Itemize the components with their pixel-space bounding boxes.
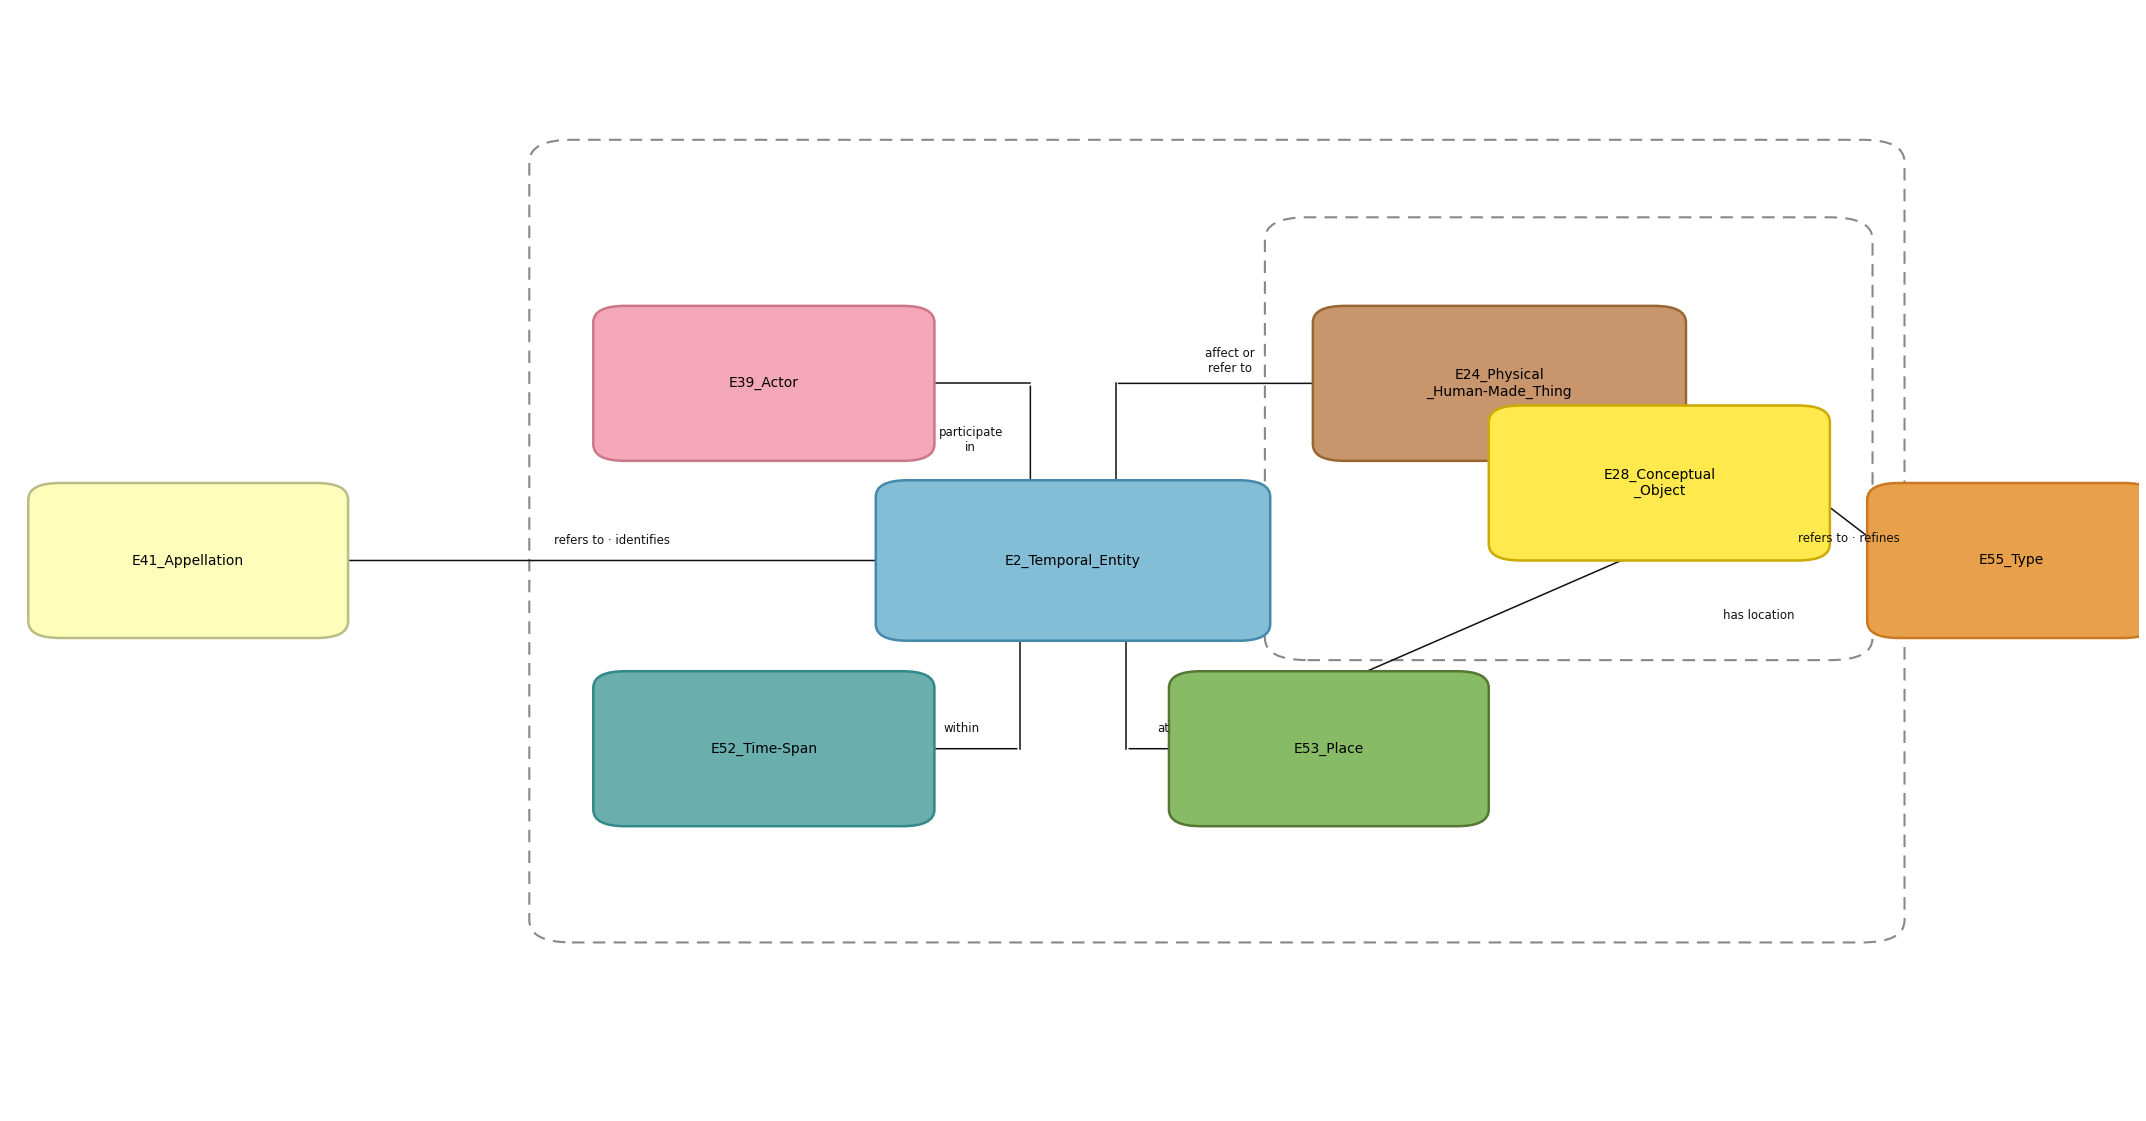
FancyBboxPatch shape xyxy=(1489,406,1831,560)
Text: E41_Appellation: E41_Appellation xyxy=(133,554,245,567)
FancyBboxPatch shape xyxy=(1867,483,2146,638)
Text: refers to · identifies: refers to · identifies xyxy=(554,534,670,547)
FancyBboxPatch shape xyxy=(1170,671,1489,826)
FancyBboxPatch shape xyxy=(876,480,1270,641)
FancyBboxPatch shape xyxy=(28,483,348,638)
Text: within: within xyxy=(942,722,979,735)
FancyBboxPatch shape xyxy=(592,306,934,461)
Text: participate
in: participate in xyxy=(938,426,1002,454)
Text: E24_Physical
_Human-Made_Thing: E24_Physical _Human-Made_Thing xyxy=(1427,368,1573,399)
Text: E53_Place: E53_Place xyxy=(1294,742,1365,756)
Text: affect or
refer to: affect or refer to xyxy=(1206,348,1255,376)
Text: has location: has location xyxy=(1723,610,1794,622)
Text: at: at xyxy=(1157,722,1170,735)
Text: E39_Actor: E39_Actor xyxy=(730,377,798,390)
Text: refers to · refines: refers to · refines xyxy=(1798,531,1899,545)
Text: E52_Time-Span: E52_Time-Span xyxy=(710,742,818,756)
Text: E55_Type: E55_Type xyxy=(1979,554,2043,567)
FancyBboxPatch shape xyxy=(592,671,934,826)
Text: E28_Conceptual
_Object: E28_Conceptual _Object xyxy=(1603,467,1715,498)
FancyBboxPatch shape xyxy=(1313,306,1687,461)
Text: E2_Temporal_Entity: E2_Temporal_Entity xyxy=(1004,554,1142,567)
